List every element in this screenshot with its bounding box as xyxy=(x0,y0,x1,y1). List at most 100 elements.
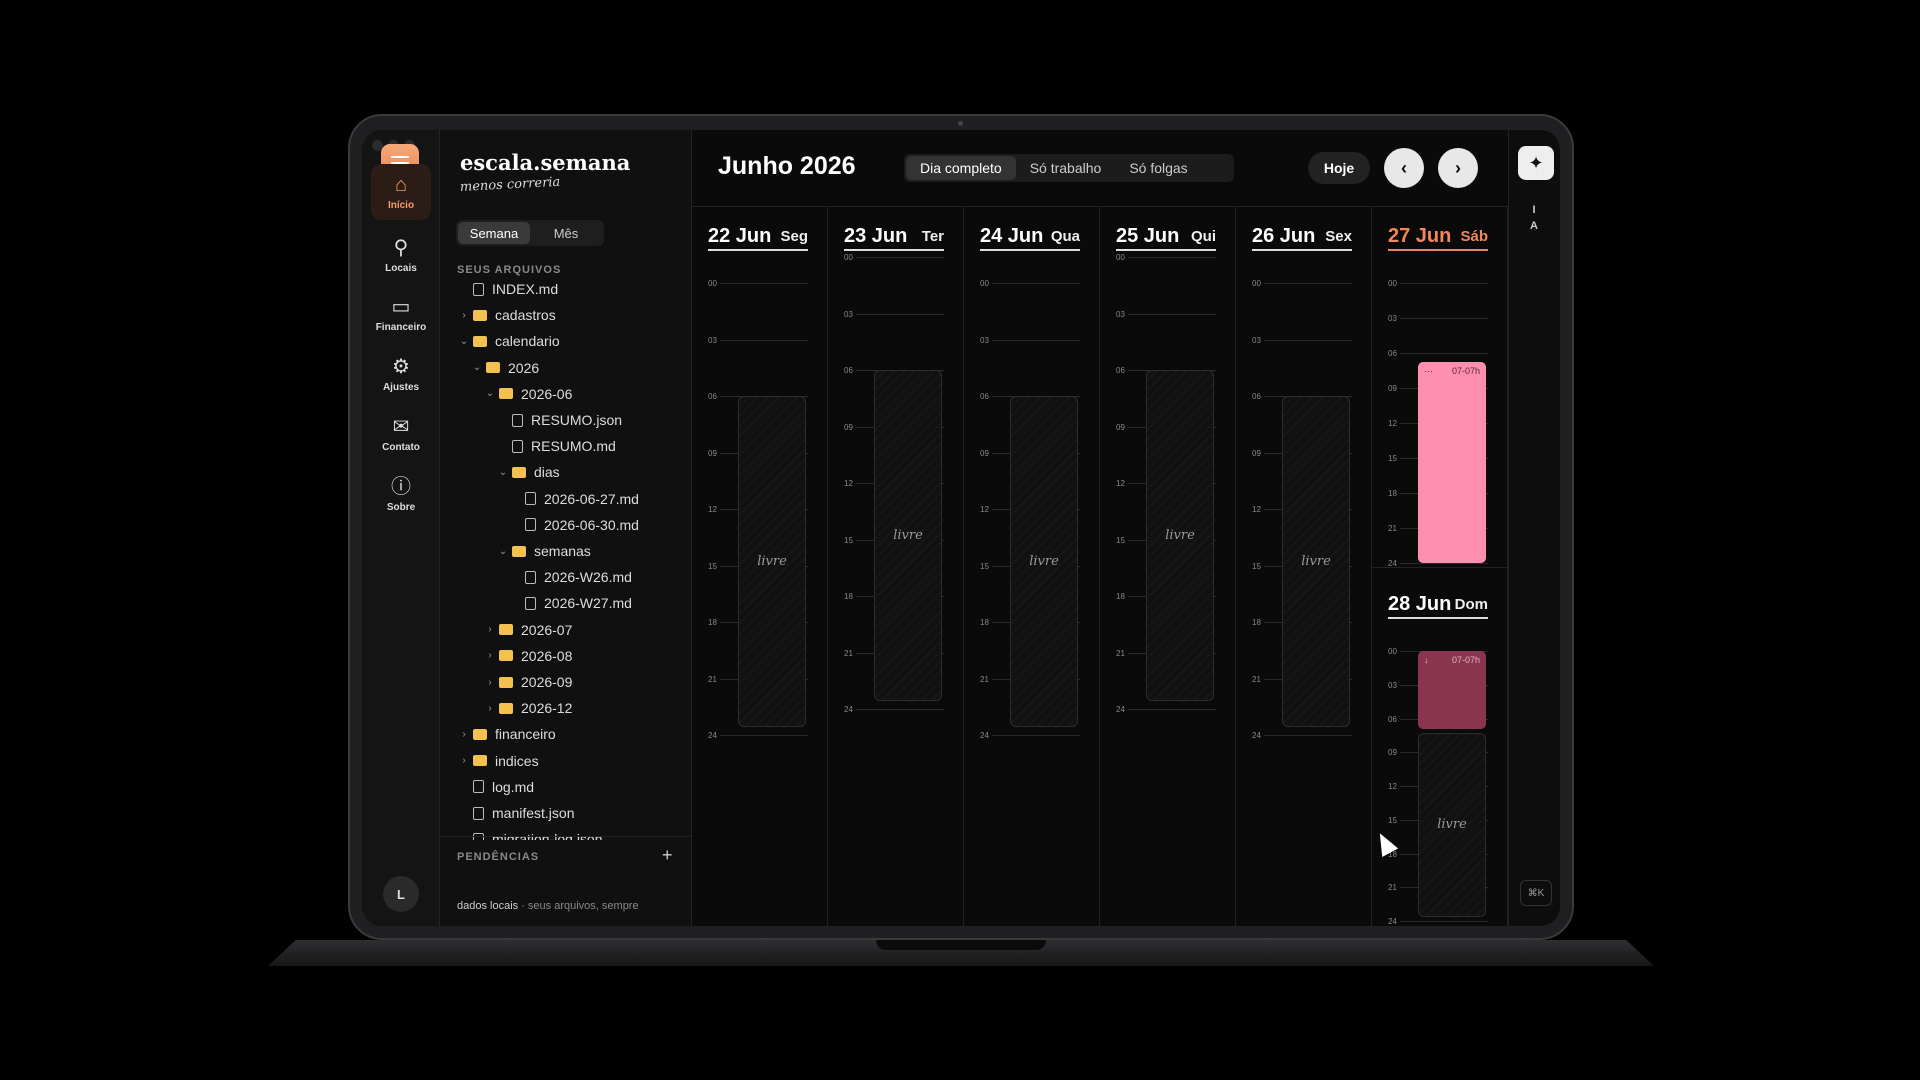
hour-gridline xyxy=(844,313,944,315)
add-pending-button[interactable]: + xyxy=(662,845,673,865)
hour-label: 12 xyxy=(1252,505,1264,514)
free-block[interactable]: livre xyxy=(1146,370,1214,701)
nav-item-5[interactable]: ⓘ Sobre xyxy=(371,466,431,522)
tree-folder[interactable]: ⌄ 2026 xyxy=(471,357,539,379)
free-block[interactable]: livre xyxy=(1282,396,1350,727)
hour-label: 12 xyxy=(1388,782,1400,791)
next-week-button[interactable]: › xyxy=(1438,148,1478,188)
nav-item-3[interactable]: ⚙ Ajustes xyxy=(371,346,431,402)
hour-gridline xyxy=(844,257,944,258)
hour-label: 24 xyxy=(1116,705,1128,714)
tree-item-label: semanas xyxy=(534,543,591,559)
shift-block[interactable]: ↓ 07-07h xyxy=(1418,651,1486,729)
nav-item-1[interactable]: ⚲ Locais xyxy=(371,227,431,283)
tree-folder[interactable]: › 2026-08 xyxy=(484,645,572,667)
day-header[interactable]: 22 Jun Seg xyxy=(708,223,808,251)
day-header[interactable]: 28 Jun Dom xyxy=(1388,591,1488,619)
tree-file[interactable]: log.md xyxy=(458,776,534,798)
tree-item-label: dias xyxy=(534,464,560,481)
folder-icon xyxy=(486,362,500,374)
filter-work-only[interactable]: Só trabalho xyxy=(1029,160,1102,176)
hour-label: 12 xyxy=(708,505,720,514)
hour-label: 24 xyxy=(1388,917,1400,926)
window-close-button[interactable] xyxy=(372,140,383,151)
toggle-month[interactable]: Mês xyxy=(553,225,579,241)
tree-folder[interactable]: ⌄ dias xyxy=(497,461,560,483)
tree-item-label: RESUMO.json xyxy=(531,412,623,428)
shift-block[interactable]: ··· 07-07h xyxy=(1418,361,1486,563)
file-icon xyxy=(473,282,484,296)
avatar[interactable]: L xyxy=(383,876,419,912)
cash-icon: ▭ xyxy=(391,295,411,318)
day-header[interactable]: 23 Jun Ter xyxy=(844,223,944,251)
tree-file[interactable]: RESUMO.md xyxy=(497,435,616,457)
nav-item-2[interactable]: ▭ Financeiro xyxy=(371,286,431,342)
tree-folder[interactable]: › cadastros xyxy=(458,304,555,326)
hour-gridline xyxy=(708,283,808,284)
hour-label: 12 xyxy=(1116,479,1128,488)
free-block[interactable]: livre xyxy=(874,370,942,701)
day-header[interactable]: 25 Jun Qui xyxy=(1116,223,1216,251)
prev-week-button[interactable]: ‹ xyxy=(1384,148,1424,188)
folder-icon xyxy=(473,335,487,347)
tree-file[interactable]: migration-log.json xyxy=(458,828,603,840)
hour-gridline xyxy=(1388,563,1488,564)
tree-file[interactable]: RESUMO.json xyxy=(497,409,622,431)
hour-label: 18 xyxy=(708,618,720,627)
filter-segmented: Dia completo Só trabalho Só folgas xyxy=(904,154,1234,182)
day-header[interactable]: 27 Jun Sáb xyxy=(1388,223,1488,251)
chevron-left-icon: ‹ xyxy=(1401,157,1407,178)
toggle-week[interactable]: Semana xyxy=(458,222,530,244)
hour-label: 00 xyxy=(844,253,856,262)
hour-label: 15 xyxy=(1116,535,1128,545)
filter-off-only[interactable]: Só folgas xyxy=(1129,160,1188,176)
free-block[interactable]: livre xyxy=(738,396,806,727)
footnote-rest: · seus arquivos, sempre xyxy=(518,900,639,912)
hour-gridline xyxy=(1252,339,1352,341)
hour-label: 09 xyxy=(1116,422,1128,432)
app-window: ⌂ Início ⚲ Locais ▭ Financeiro ⚙ Ajustes ✉ Contat… xyxy=(362,130,1560,926)
nav-item-4[interactable]: ✉ Contato xyxy=(371,406,431,462)
tree-file[interactable]: 2026-06-30.md xyxy=(510,514,639,536)
tree-folder[interactable]: ⌄ calendario xyxy=(458,330,560,352)
tree-folder[interactable]: › indices xyxy=(458,750,539,772)
hour-label: 03 xyxy=(708,335,720,345)
hour-label: 00 xyxy=(980,279,992,288)
hour-label: 18 xyxy=(1388,489,1400,498)
day-header[interactable]: 26 Jun Sex xyxy=(1252,223,1352,251)
hour-gridline xyxy=(1388,353,1488,354)
filter-full-day[interactable]: Dia completo xyxy=(906,156,1016,180)
hour-label: 21 xyxy=(1252,674,1264,684)
command-shortcut-badge[interactable]: ⌘K xyxy=(1520,880,1552,906)
tree-folder[interactable]: › 2026-09 xyxy=(484,671,572,693)
tree-item-label: indices xyxy=(495,752,539,769)
tree-file[interactable]: 2026-W26.md xyxy=(510,566,632,588)
tree-file[interactable]: 2026-06-27.md xyxy=(510,488,639,510)
shift-label: 07-07h xyxy=(1451,655,1480,665)
today-button[interactable]: Hoje xyxy=(1308,152,1370,184)
tree-folder[interactable]: › 2026-07 xyxy=(484,619,572,641)
tree-item-label: 2026-06-27.md xyxy=(544,490,639,507)
folder-icon xyxy=(499,624,513,636)
tree-file[interactable]: manifest.json xyxy=(458,802,574,824)
nav-item-0[interactable]: ⌂ Início xyxy=(371,164,431,220)
tree-folder[interactable]: ⌄ semanas xyxy=(497,540,591,562)
day-header[interactable]: 24 Jun Qua xyxy=(980,223,1080,251)
nav-item-label: Início xyxy=(387,199,415,211)
view-toggle: Semana Mês xyxy=(456,220,604,246)
tree-folder[interactable]: › financeiro xyxy=(458,723,555,745)
hour-gridline xyxy=(1116,709,1216,710)
tree-folder[interactable]: › 2026-12 xyxy=(484,697,572,719)
chevron-right-icon: › xyxy=(488,676,492,688)
folder-icon xyxy=(499,676,513,688)
free-block[interactable]: livre xyxy=(1010,396,1078,727)
tree-item-label: 2026-09 xyxy=(521,674,573,690)
tree-folder[interactable]: ⌄ 2026-06 xyxy=(484,383,573,405)
tree-file[interactable]: INDEX.md xyxy=(458,278,558,300)
tree-file[interactable]: 2026-W27.md xyxy=(510,592,632,614)
hour-gridline xyxy=(1388,283,1488,284)
free-label: livre xyxy=(757,554,787,569)
free-block[interactable]: livre xyxy=(1418,732,1486,917)
sparkle-icon[interactable]: ✦ xyxy=(1518,146,1554,180)
shift-label: 07-07h xyxy=(1451,365,1480,376)
